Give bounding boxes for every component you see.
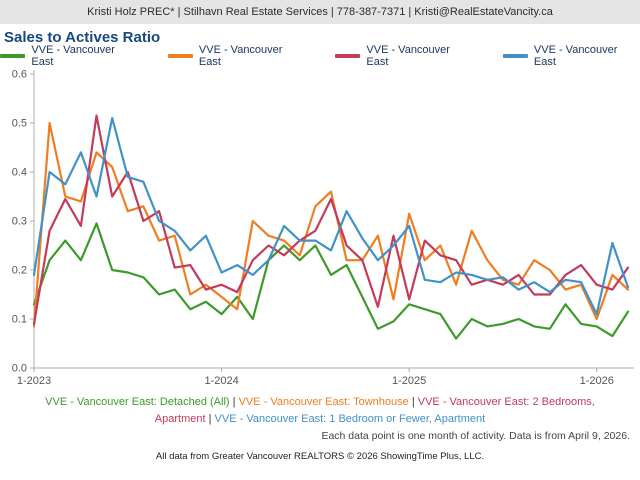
legend-line-swatch [0,54,26,58]
series-line [32,121,630,328]
series-line [32,114,630,325]
data-note: Each data point is one month of activity… [321,430,630,442]
attribution-text: All data from Greater Vancouver REALTORS… [155,451,485,462]
y-tick-label: 0.3 [12,216,27,228]
chart-area: 0.0 0.1 0.2 0.3 0.4 0.5 0.6 1-2023 1-2024 1-2025 1… [0,64,640,394]
report-page: Kristi Holz PREC* | Stilhavn Real Estate… [0,0,640,462]
contact-header: Kristi Holz PREC* | Stilhavn Real Estate… [0,0,640,24]
legend-item: VVE - Vancouver East [502,44,640,68]
y-tick-label: 0.6 [12,69,27,81]
chart-legend: VVE - Vancouver East VVE - Vancouver East… [0,44,640,68]
legend-line-swatch [167,54,193,58]
y-tick-label: 0.0 [12,363,27,375]
legend-label: VVE - Vancouver East [31,44,115,68]
contact-info: Kristi Holz PREC* | Stilhavn Real Estate… [87,6,553,18]
legend-line-swatch [502,54,528,58]
series-description: VVE - Vancouver East: Townhouse [238,396,409,408]
separator: | [205,412,215,425]
legend-item: VVE - Vancouver East [167,44,306,68]
series-description: VVE - Vancouver East: 2 Bedrooms, Apartm… [154,396,595,425]
series-line [32,222,630,340]
sales-to-actives-chart: 0.0 0.1 0.2 0.3 0.4 0.5 0.6 1-2023 1-2024 1-2025 1… [12,69,634,387]
y-tick-label: 0.4 [12,167,27,179]
legend-label: VVE - Vancouver East [533,44,618,68]
series-descriptions: VVE - Vancouver East: Detached (All) | V… [20,394,620,427]
page-title: Sales to Actives Ratio [4,29,161,46]
separator: | [229,396,239,408]
legend-item: VVE - Vancouver East [0,44,138,68]
series-description: VVE - Vancouver East: Detached (All) [45,396,230,408]
y-tick-label: 0.1 [12,314,27,326]
x-tick-label: 1-2023 [17,375,51,387]
x-tick-label: 1-2026 [580,375,614,387]
x-tick-label: 1-2024 [204,375,238,387]
y-tick-label: 0.5 [12,118,27,130]
separator: | [408,396,418,408]
legend-line-swatch [335,54,361,58]
y-tick-label: 0.2 [12,265,27,277]
legend-label: VVE - Vancouver East [366,44,450,68]
series-description: VVE - Vancouver East: 1 Bedroom or Fewer… [214,412,486,425]
x-tick-label: 1-2025 [392,375,426,387]
legend-item: VVE - Vancouver East [335,44,473,68]
series-line [32,116,630,316]
legend-label: VVE - Vancouver East [198,44,283,68]
